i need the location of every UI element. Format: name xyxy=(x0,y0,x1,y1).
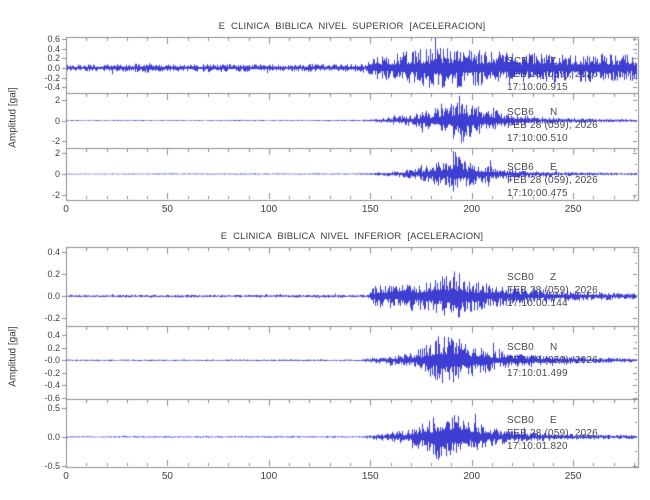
x-tick-label: 150 xyxy=(361,471,379,482)
trace-label-time: 17:10:00.510 xyxy=(507,133,568,144)
y-tick-label: -0.5 xyxy=(44,461,60,471)
y-tick-label: -0.4 xyxy=(44,82,60,92)
trace-label-component: N xyxy=(550,342,558,353)
y-tick-label: 0.2 xyxy=(47,269,60,279)
trace-label-time: 17:10:00.475 xyxy=(507,188,568,199)
trace-label-component: N xyxy=(550,107,558,118)
y-tick-label: -0.0 xyxy=(44,355,60,365)
y-tick-label: -2 xyxy=(51,136,60,146)
trace-label-component: E xyxy=(550,415,557,426)
trace-label-component: E xyxy=(550,162,557,173)
trace-label-date: FEB 28 (059), 2026 xyxy=(507,120,598,131)
x-tick-label: 0 xyxy=(63,471,69,482)
x-tick-label: 0 xyxy=(63,204,69,215)
trace-label-date: FEB 28 (059), 2026 xyxy=(507,428,598,439)
trace-label-station: SCB6 xyxy=(507,56,534,67)
trace-label-station: SCB6 xyxy=(507,162,534,173)
y-tick-label: 0.4 xyxy=(47,330,60,340)
y-tick-label: 0.6 xyxy=(47,34,60,44)
trace-label-date: FEB 28 (059), 2026 xyxy=(507,175,598,186)
x-tick-label: 250 xyxy=(564,471,582,482)
y-tick-label: 0.2 xyxy=(47,343,60,353)
trace-label-station: SCB0 xyxy=(507,342,534,353)
y-tick-label: 0.2 xyxy=(47,53,60,63)
y-tick-label: -0.6 xyxy=(44,393,60,403)
x-tick-label: 100 xyxy=(260,471,278,482)
trace-label-time: 17:10:00.915 xyxy=(507,82,568,93)
x-tick-label: 100 xyxy=(260,204,278,215)
y-tick-label: -0.2 xyxy=(44,313,60,323)
trace-label-date: FEB 28 (059), 2026 xyxy=(507,285,598,296)
trace-label-station: SCB6 xyxy=(507,107,534,118)
y-tick-label: 0 xyxy=(54,116,60,126)
x-tick-label: 200 xyxy=(463,204,481,215)
y-tick-label: 0.0 xyxy=(47,291,60,301)
trace-label-date: FEB 28 (059), 2026 xyxy=(507,355,598,366)
y-tick-label: 0.0 xyxy=(47,432,60,442)
panel-title-inferior: E CLINICA BIBLICA NIVEL INFERIOR [ACELER… xyxy=(220,231,484,242)
y-tick-label: 0.5 xyxy=(47,403,60,413)
y-tick-label: 0 xyxy=(54,169,60,179)
x-tick-label: 200 xyxy=(463,471,481,482)
trace-label-station: SCB0 xyxy=(507,272,534,283)
x-tick-label: 50 xyxy=(161,471,173,482)
trace-label-component: Z xyxy=(550,56,557,67)
y-tick-label: 0.0 xyxy=(47,63,60,73)
y-tick-label: 2 xyxy=(54,95,60,105)
y-tick-label: -0.2 xyxy=(44,368,60,378)
y-tick-label: 2 xyxy=(54,148,60,158)
trace-label-component: Z xyxy=(550,272,557,283)
trace-label-time: 17:10:01.820 xyxy=(507,441,568,452)
x-tick-label: 250 xyxy=(564,204,582,215)
trace-label-time: 17:10:01.499 xyxy=(507,368,568,379)
y-tick-label: 0.4 xyxy=(47,247,60,257)
trace-label-date: FEB 28 (059), 2026 xyxy=(507,69,598,80)
x-tick-label: 150 xyxy=(361,204,379,215)
trace-label-time: 17:10:00.144 xyxy=(507,298,568,309)
y-tick-label: -2 xyxy=(51,190,60,200)
panel-title-superior: E CLINICA BIBLICA NIVEL SUPERIOR [ACELER… xyxy=(218,21,486,32)
y-tick-label: -0.4 xyxy=(44,380,60,390)
x-tick-label: 50 xyxy=(161,204,173,215)
trace-label-station: SCB0 xyxy=(507,415,534,426)
